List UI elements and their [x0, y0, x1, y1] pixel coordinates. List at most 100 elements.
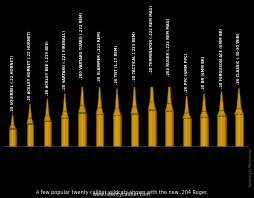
Polygon shape — [12, 129, 13, 146]
Polygon shape — [186, 118, 187, 146]
Polygon shape — [148, 110, 149, 146]
Text: .200 VARTARG TURBO (.222 REM): .200 VARTARG TURBO (.222 REM) — [80, 12, 84, 79]
Polygon shape — [155, 110, 156, 146]
Polygon shape — [133, 86, 136, 107]
Polygon shape — [98, 87, 102, 107]
Polygon shape — [221, 88, 222, 92]
Polygon shape — [44, 121, 51, 146]
Polygon shape — [64, 118, 65, 146]
Polygon shape — [80, 83, 84, 105]
Polygon shape — [12, 113, 13, 115]
Polygon shape — [148, 110, 156, 146]
Polygon shape — [61, 118, 68, 146]
Polygon shape — [9, 125, 16, 129]
Polygon shape — [167, 80, 171, 103]
Text: Rendering by Mike Johnston: Rendering by Mike Johnston — [249, 148, 253, 186]
Polygon shape — [134, 82, 135, 86]
Polygon shape — [150, 78, 154, 102]
Polygon shape — [116, 115, 118, 146]
Polygon shape — [151, 110, 152, 146]
Polygon shape — [237, 89, 241, 108]
Polygon shape — [11, 115, 14, 125]
Text: A few popular twenty caliber wildcats shown with the new .204 Ruger.: A few popular twenty caliber wildcats sh… — [36, 190, 208, 195]
Polygon shape — [165, 111, 173, 146]
Polygon shape — [99, 114, 100, 146]
Polygon shape — [183, 113, 191, 118]
Polygon shape — [63, 94, 67, 111]
Polygon shape — [183, 118, 191, 146]
Polygon shape — [131, 114, 138, 146]
Text: .20 ACKLEY BEE (.219 BEE): .20 ACKLEY BEE (.219 BEE) — [45, 41, 49, 95]
Polygon shape — [44, 115, 51, 121]
Polygon shape — [151, 78, 152, 102]
Polygon shape — [169, 76, 170, 80]
Polygon shape — [200, 117, 201, 146]
Polygon shape — [172, 111, 173, 146]
Polygon shape — [82, 79, 83, 83]
Polygon shape — [12, 115, 13, 125]
Polygon shape — [151, 74, 152, 78]
Text: www.twentycaliber.com: www.twentycaliber.com — [93, 192, 151, 197]
Polygon shape — [96, 114, 103, 146]
Polygon shape — [47, 99, 48, 115]
Polygon shape — [186, 96, 187, 113]
Polygon shape — [217, 116, 218, 146]
Polygon shape — [169, 111, 170, 146]
Polygon shape — [185, 96, 189, 113]
Polygon shape — [78, 113, 79, 146]
Polygon shape — [169, 80, 170, 103]
Polygon shape — [82, 83, 83, 105]
Polygon shape — [217, 116, 226, 146]
Polygon shape — [234, 114, 243, 146]
Polygon shape — [148, 102, 156, 110]
Polygon shape — [190, 118, 191, 146]
Text: .20 BR (6MM BR): .20 BR (6MM BR) — [202, 56, 206, 90]
Polygon shape — [99, 83, 100, 87]
Polygon shape — [234, 108, 243, 114]
Polygon shape — [115, 89, 119, 109]
Polygon shape — [219, 92, 224, 110]
Polygon shape — [29, 124, 30, 146]
Polygon shape — [9, 129, 16, 146]
Text: .20 CLASSIC (.30-30 WIN): .20 CLASSIC (.30-30 WIN) — [237, 33, 241, 84]
Polygon shape — [15, 129, 16, 146]
Text: .20 VARTARG (.221 FIREBALL): .20 VARTARG (.221 FIREBALL) — [63, 30, 67, 90]
Text: .20 SQUIRREL (.22 HORNET): .20 SQUIRREL (.22 HORNET) — [10, 55, 14, 112]
Text: .20 SLAMMER (.222 REM): .20 SLAMMER (.222 REM) — [98, 31, 102, 82]
Polygon shape — [45, 99, 49, 115]
Polygon shape — [117, 89, 118, 109]
Polygon shape — [113, 115, 121, 146]
Polygon shape — [165, 111, 166, 146]
Polygon shape — [82, 113, 83, 146]
Polygon shape — [96, 114, 97, 146]
Polygon shape — [239, 89, 240, 108]
Polygon shape — [221, 92, 222, 110]
Polygon shape — [96, 107, 103, 114]
Polygon shape — [200, 117, 208, 146]
Polygon shape — [78, 113, 86, 146]
Polygon shape — [204, 94, 205, 111]
Polygon shape — [27, 124, 33, 146]
Polygon shape — [221, 116, 222, 146]
Polygon shape — [50, 121, 51, 146]
Text: .20 ACKLEY HORNET (.22 HORNET): .20 ACKLEY HORNET (.22 HORNET) — [28, 30, 32, 101]
Polygon shape — [234, 114, 235, 146]
Polygon shape — [225, 116, 226, 146]
Polygon shape — [134, 114, 135, 146]
Polygon shape — [131, 107, 138, 114]
Polygon shape — [186, 93, 187, 96]
Polygon shape — [47, 96, 48, 99]
Polygon shape — [134, 86, 135, 107]
Polygon shape — [78, 105, 86, 113]
Polygon shape — [61, 118, 62, 146]
Polygon shape — [85, 113, 86, 146]
Polygon shape — [120, 115, 121, 146]
Polygon shape — [203, 117, 205, 146]
Polygon shape — [113, 115, 114, 146]
Polygon shape — [200, 111, 208, 117]
Polygon shape — [113, 109, 121, 115]
Polygon shape — [47, 121, 48, 146]
Polygon shape — [202, 94, 206, 111]
Text: .20 TERMINATOR (.222 REM MAG): .20 TERMINATOR (.222 REM MAG) — [150, 5, 154, 73]
Text: .20 PPC (6MM PPC): .20 PPC (6MM PPC) — [185, 53, 189, 92]
